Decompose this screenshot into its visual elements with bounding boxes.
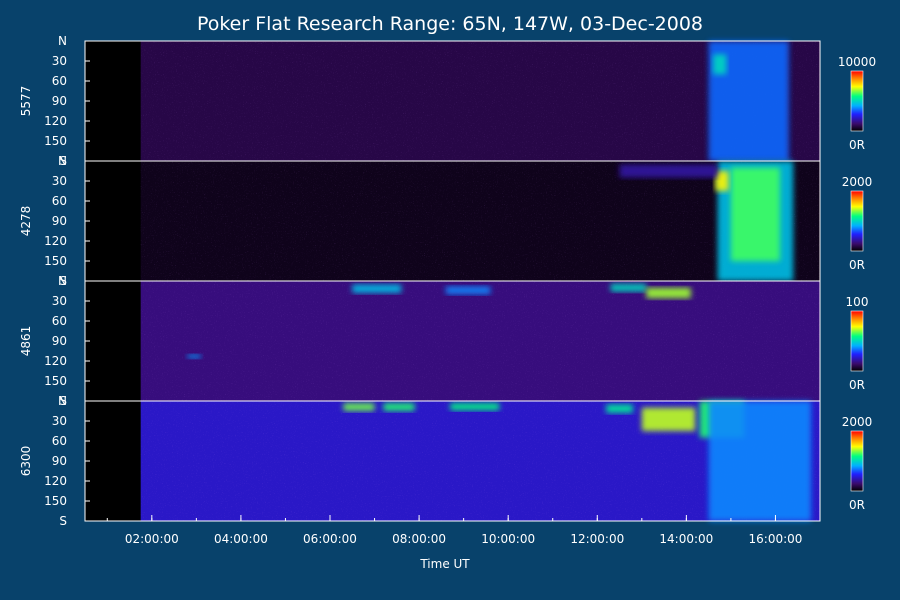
y-tick-label: 90 [52,214,67,228]
colorbar-max-label: 2000 [842,175,873,189]
colorbar-min-label: 0R [849,378,865,392]
x-tick-label: 14:00:00 [659,532,713,546]
emission-feature [343,403,375,411]
y-tick-label: N [58,394,67,408]
y-tick-label: 60 [52,74,67,88]
emission-feature [715,171,729,191]
x-tick-label: 08:00:00 [392,532,446,546]
y-tick-label: 30 [52,54,67,68]
y-tick-label: S [59,514,67,528]
colorbar-min-label: 0R [849,258,865,272]
panel-noise [140,41,820,161]
y-tick-label: S [59,154,67,168]
y-tick-label: N [58,274,67,288]
y-tick-label: S [59,394,67,408]
y-tick-label: 30 [52,294,67,308]
x-tick-label: 04:00:00 [214,532,268,546]
x-tick-label: 06:00:00 [303,532,357,546]
y-tick-label: 30 [52,414,67,428]
panel-label: 5577 [19,86,33,117]
x-tick-label: 10:00:00 [481,532,535,546]
emission-feature [445,286,491,295]
panel-4278: N 30 60 90 120 150 S 4278 2000 0R [19,154,872,288]
y-tick-label: S [59,274,67,288]
colorbar [850,190,864,252]
panels-group: N 30 60 90 120 150 S 5577 10000 0R N 30 60 90 120 150 S 4… [19,34,876,528]
panel-noise [140,281,820,401]
y-tick-label: 120 [44,474,67,488]
panel-label: 4861 [19,326,33,357]
panel-4861: N 30 60 90 120 150 S 4861 100 0R [19,274,868,408]
emission-feature [606,404,633,413]
y-tick-label: 150 [44,494,67,508]
emission-feature [619,164,718,178]
colorbar-max-label: 2000 [842,415,873,429]
panel-label: 4278 [19,206,33,237]
y-tick-label: 120 [44,234,67,248]
y-tick-label: 120 [44,354,67,368]
y-tick-label: N [58,34,67,48]
emission-feature [383,403,415,411]
colorbar-min-label: 0R [849,138,865,152]
y-tick-label: N [58,154,67,168]
x-axis-label: Time UT [419,557,470,571]
emission-feature [641,407,696,431]
y-tick-label: 60 [52,434,67,448]
emission-feature [708,401,812,521]
y-tick-label: 150 [44,134,67,148]
y-tick-label: 60 [52,314,67,328]
colorbar [850,310,864,372]
x-tick-label: 02:00:00 [125,532,179,546]
colorbar-max-label: 10000 [838,55,876,69]
y-tick-label: 90 [52,334,67,348]
emission-feature [450,403,500,411]
x-axis: 02:00:00 04:00:00 06:00:00 08:00:00 10:00:00… [106,515,821,546]
panel-label: 6300 [19,446,33,477]
emission-feature [730,167,780,261]
y-tick-label: 150 [44,254,67,268]
emission-feature [713,54,727,75]
y-tick-label: 60 [52,194,67,208]
panel-6300: N 30 60 90 120 150 S 6300 2000 0R [19,394,872,528]
chart-title: Poker Flat Research Range: 65N, 147W, 03… [197,13,703,35]
colorbar [850,70,864,132]
y-tick-label: 30 [52,174,67,188]
x-tick-label: 12:00:00 [570,532,624,546]
y-tick-label: 120 [44,114,67,128]
x-tick-label: 16:00:00 [749,532,803,546]
panel-5577: N 30 60 90 120 150 S 5577 10000 0R [19,34,876,168]
colorbar-min-label: 0R [849,498,865,512]
emission-feature [352,284,402,293]
y-tick-label: 150 [44,374,67,388]
emission-feature [646,287,691,299]
emission-feature [610,283,647,292]
y-tick-label: 90 [52,454,67,468]
colorbar-max-label: 100 [846,295,869,309]
y-tick-label: 90 [52,94,67,108]
emission-feature [187,354,201,359]
colorbar [850,430,864,492]
panel-noise [140,161,820,281]
